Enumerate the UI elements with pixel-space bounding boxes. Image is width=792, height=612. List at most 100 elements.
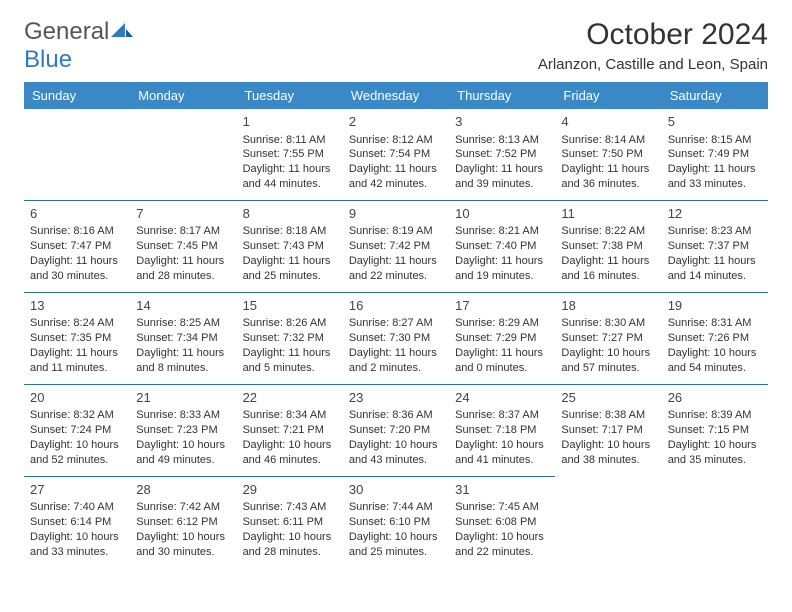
sunset-text: Sunset: 7:26 PM xyxy=(668,331,762,346)
sunrise-text: Sunrise: 8:30 AM xyxy=(561,316,655,331)
daylight-text: Daylight: 10 hours and 35 minutes. xyxy=(668,438,762,468)
sunrise-text: Sunrise: 7:43 AM xyxy=(243,500,337,515)
sunset-text: Sunset: 7:50 PM xyxy=(561,147,655,162)
daylight-text: Daylight: 10 hours and 46 minutes. xyxy=(243,438,337,468)
daylight-text: Daylight: 11 hours and 33 minutes. xyxy=(668,162,762,192)
daylight-text: Daylight: 10 hours and 43 minutes. xyxy=(349,438,443,468)
daylight-text: Daylight: 11 hours and 39 minutes. xyxy=(455,162,549,192)
brand-logo: General Blue xyxy=(24,18,133,74)
calendar-day-cell: 17Sunrise: 8:29 AMSunset: 7:29 PMDayligh… xyxy=(449,292,555,384)
daylight-text: Daylight: 11 hours and 5 minutes. xyxy=(243,346,337,376)
day-header: Wednesday xyxy=(343,82,449,109)
day-number: 24 xyxy=(455,389,549,407)
calendar-day-cell: 28Sunrise: 7:42 AMSunset: 6:12 PMDayligh… xyxy=(130,476,236,567)
calendar-table: SundayMondayTuesdayWednesdayThursdayFrid… xyxy=(24,82,768,568)
daylight-text: Daylight: 10 hours and 54 minutes. xyxy=(668,346,762,376)
day-number: 23 xyxy=(349,389,443,407)
title-block: October 2024 Arlanzon, Castille and Leon… xyxy=(538,18,768,73)
calendar-day-cell: 26Sunrise: 8:39 AMSunset: 7:15 PMDayligh… xyxy=(662,384,768,476)
sunset-text: Sunset: 7:45 PM xyxy=(136,239,230,254)
calendar-day-cell xyxy=(555,476,661,567)
sunset-text: Sunset: 7:49 PM xyxy=(668,147,762,162)
sunrise-text: Sunrise: 8:39 AM xyxy=(668,408,762,423)
sunset-text: Sunset: 7:23 PM xyxy=(136,423,230,438)
sunset-text: Sunset: 7:52 PM xyxy=(455,147,549,162)
day-header: Monday xyxy=(130,82,236,109)
sunset-text: Sunset: 7:35 PM xyxy=(30,331,124,346)
daylight-text: Daylight: 10 hours and 28 minutes. xyxy=(243,530,337,560)
sunset-text: Sunset: 6:08 PM xyxy=(455,515,549,530)
calendar-day-cell: 7Sunrise: 8:17 AMSunset: 7:45 PMDaylight… xyxy=(130,200,236,292)
daylight-text: Daylight: 11 hours and 8 minutes. xyxy=(136,346,230,376)
sunrise-text: Sunrise: 8:27 AM xyxy=(349,316,443,331)
calendar-day-cell: 22Sunrise: 8:34 AMSunset: 7:21 PMDayligh… xyxy=(237,384,343,476)
day-number: 4 xyxy=(561,113,655,131)
sunrise-text: Sunrise: 8:24 AM xyxy=(30,316,124,331)
sunrise-text: Sunrise: 8:34 AM xyxy=(243,408,337,423)
day-number: 22 xyxy=(243,389,337,407)
sunset-text: Sunset: 7:47 PM xyxy=(30,239,124,254)
sunrise-text: Sunrise: 8:25 AM xyxy=(136,316,230,331)
calendar-day-cell: 31Sunrise: 7:45 AMSunset: 6:08 PMDayligh… xyxy=(449,476,555,567)
calendar-day-cell: 15Sunrise: 8:26 AMSunset: 7:32 PMDayligh… xyxy=(237,292,343,384)
calendar-day-cell: 30Sunrise: 7:44 AMSunset: 6:10 PMDayligh… xyxy=(343,476,449,567)
sunset-text: Sunset: 7:37 PM xyxy=(668,239,762,254)
daylight-text: Daylight: 10 hours and 33 minutes. xyxy=(30,530,124,560)
calendar-day-cell: 14Sunrise: 8:25 AMSunset: 7:34 PMDayligh… xyxy=(130,292,236,384)
calendar-day-cell xyxy=(662,476,768,567)
sunset-text: Sunset: 7:43 PM xyxy=(243,239,337,254)
sunrise-text: Sunrise: 7:40 AM xyxy=(30,500,124,515)
sunset-text: Sunset: 7:21 PM xyxy=(243,423,337,438)
location-text: Arlanzon, Castille and Leon, Spain xyxy=(538,56,768,73)
day-number: 29 xyxy=(243,481,337,499)
day-number: 3 xyxy=(455,113,549,131)
daylight-text: Daylight: 11 hours and 19 minutes. xyxy=(455,254,549,284)
sunset-text: Sunset: 7:32 PM xyxy=(243,331,337,346)
daylight-text: Daylight: 11 hours and 11 minutes. xyxy=(30,346,124,376)
daylight-text: Daylight: 10 hours and 25 minutes. xyxy=(349,530,443,560)
sunset-text: Sunset: 6:14 PM xyxy=(30,515,124,530)
daylight-text: Daylight: 10 hours and 30 minutes. xyxy=(136,530,230,560)
sunset-text: Sunset: 7:54 PM xyxy=(349,147,443,162)
sunset-text: Sunset: 7:55 PM xyxy=(243,147,337,162)
brand-sail-icon xyxy=(111,21,133,44)
calendar-day-cell: 21Sunrise: 8:33 AMSunset: 7:23 PMDayligh… xyxy=(130,384,236,476)
day-number: 27 xyxy=(30,481,124,499)
calendar-week: 13Sunrise: 8:24 AMSunset: 7:35 PMDayligh… xyxy=(24,292,768,384)
sunrise-text: Sunrise: 7:44 AM xyxy=(349,500,443,515)
sunset-text: Sunset: 7:18 PM xyxy=(455,423,549,438)
sunrise-text: Sunrise: 8:16 AM xyxy=(30,224,124,239)
daylight-text: Daylight: 11 hours and 42 minutes. xyxy=(349,162,443,192)
day-number: 19 xyxy=(668,297,762,315)
month-title: October 2024 xyxy=(538,18,768,52)
sunset-text: Sunset: 7:24 PM xyxy=(30,423,124,438)
calendar-day-cell: 3Sunrise: 8:13 AMSunset: 7:52 PMDaylight… xyxy=(449,109,555,200)
sunrise-text: Sunrise: 8:19 AM xyxy=(349,224,443,239)
daylight-text: Daylight: 11 hours and 44 minutes. xyxy=(243,162,337,192)
day-number: 6 xyxy=(30,205,124,223)
daylight-text: Daylight: 11 hours and 14 minutes. xyxy=(668,254,762,284)
sunrise-text: Sunrise: 8:38 AM xyxy=(561,408,655,423)
sunrise-text: Sunrise: 8:36 AM xyxy=(349,408,443,423)
calendar-day-cell: 6Sunrise: 8:16 AMSunset: 7:47 PMDaylight… xyxy=(24,200,130,292)
daylight-text: Daylight: 11 hours and 22 minutes. xyxy=(349,254,443,284)
sunrise-text: Sunrise: 8:31 AM xyxy=(668,316,762,331)
daylight-text: Daylight: 11 hours and 0 minutes. xyxy=(455,346,549,376)
day-number: 18 xyxy=(561,297,655,315)
sunset-text: Sunset: 7:20 PM xyxy=(349,423,443,438)
calendar-day-cell: 29Sunrise: 7:43 AMSunset: 6:11 PMDayligh… xyxy=(237,476,343,567)
day-number: 11 xyxy=(561,205,655,223)
sunset-text: Sunset: 7:15 PM xyxy=(668,423,762,438)
daylight-text: Daylight: 10 hours and 38 minutes. xyxy=(561,438,655,468)
day-number: 10 xyxy=(455,205,549,223)
day-number: 16 xyxy=(349,297,443,315)
calendar-day-cell: 16Sunrise: 8:27 AMSunset: 7:30 PMDayligh… xyxy=(343,292,449,384)
day-number: 5 xyxy=(668,113,762,131)
day-header: Tuesday xyxy=(237,82,343,109)
daylight-text: Daylight: 11 hours and 30 minutes. xyxy=(30,254,124,284)
daylight-text: Daylight: 11 hours and 25 minutes. xyxy=(243,254,337,284)
calendar-week: 6Sunrise: 8:16 AMSunset: 7:47 PMDaylight… xyxy=(24,200,768,292)
sunrise-text: Sunrise: 8:29 AM xyxy=(455,316,549,331)
calendar-day-cell xyxy=(130,109,236,200)
sunrise-text: Sunrise: 8:32 AM xyxy=(30,408,124,423)
